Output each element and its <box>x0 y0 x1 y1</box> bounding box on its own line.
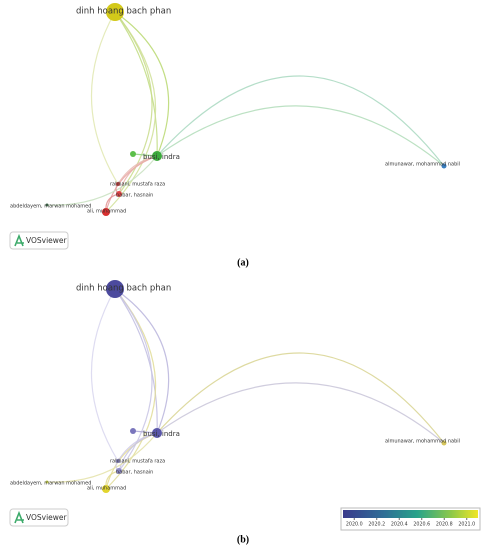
edge <box>114 11 153 195</box>
edge <box>156 382 445 444</box>
edge <box>156 352 445 444</box>
logo-box <box>9 508 69 527</box>
edge <box>114 11 158 157</box>
logo-text: VOSviewer <box>26 236 68 245</box>
node <box>441 440 447 446</box>
edge <box>114 288 158 434</box>
node <box>116 468 122 474</box>
edge <box>114 288 153 472</box>
node <box>102 208 110 216</box>
edge <box>156 75 445 167</box>
colorbar-tick-label: 2020.2 <box>368 522 385 528</box>
network-panel: dinh hoang bach phan busi, indra rabbani, … <box>9 280 481 545</box>
network-panel: dinh hoang bach phan busi, indra rabbani, … <box>9 3 460 268</box>
node <box>106 3 124 21</box>
node <box>116 191 122 197</box>
node-label: ali, muhammad <box>87 486 126 492</box>
edge <box>114 288 170 434</box>
node <box>45 480 49 484</box>
node-label: busi, indra <box>143 153 180 161</box>
panel-label: (a) <box>237 257 249 268</box>
edge <box>114 11 170 157</box>
edge <box>156 105 445 167</box>
colorbar-tick-label: 2020.6 <box>413 522 430 528</box>
node <box>152 428 162 438</box>
edge <box>90 288 119 462</box>
logo-box <box>9 231 69 250</box>
node-label: rabbani, mustafa raza <box>110 459 165 465</box>
node <box>106 280 124 298</box>
node <box>102 485 110 493</box>
node-label: abdeldayem, marwan mohamed <box>10 204 91 210</box>
panel-label: (b) <box>237 534 249 545</box>
node-label: ali, muhammad <box>87 209 126 215</box>
edge <box>46 432 158 483</box>
colorbar-tick-label: 2020.4 <box>391 522 408 528</box>
node-label: babar, hasnain <box>116 193 153 199</box>
node <box>152 151 162 161</box>
logo-icon <box>14 510 24 524</box>
node-label: babar, hasnain <box>116 470 153 476</box>
node-label: rabbani, mustafa raza <box>110 182 165 188</box>
node-label: dinh hoang bach phan <box>76 284 171 294</box>
node <box>116 182 120 186</box>
node <box>130 151 136 157</box>
colorbar-tick-label: 2020.0 <box>346 522 363 528</box>
node-label: busi, indra <box>143 430 180 438</box>
colorbar <box>343 510 478 518</box>
node <box>130 428 136 434</box>
node <box>45 203 49 207</box>
colorbar-tick-label: 2021.0 <box>458 522 475 528</box>
edge <box>46 155 158 206</box>
node-label: almunawar, mohammad nabil <box>385 162 460 168</box>
node <box>441 163 447 169</box>
colorbar-tick-label: 2020.8 <box>436 522 453 528</box>
node-label: dinh hoang bach phan <box>76 7 171 17</box>
node <box>116 459 120 463</box>
node-label: almunawar, mohammad nabil <box>385 439 460 445</box>
logo-icon <box>14 233 24 247</box>
node-label: abdeldayem, marwan mohamed <box>10 481 91 487</box>
logo-text: VOSviewer <box>26 513 68 522</box>
edge <box>90 11 119 185</box>
